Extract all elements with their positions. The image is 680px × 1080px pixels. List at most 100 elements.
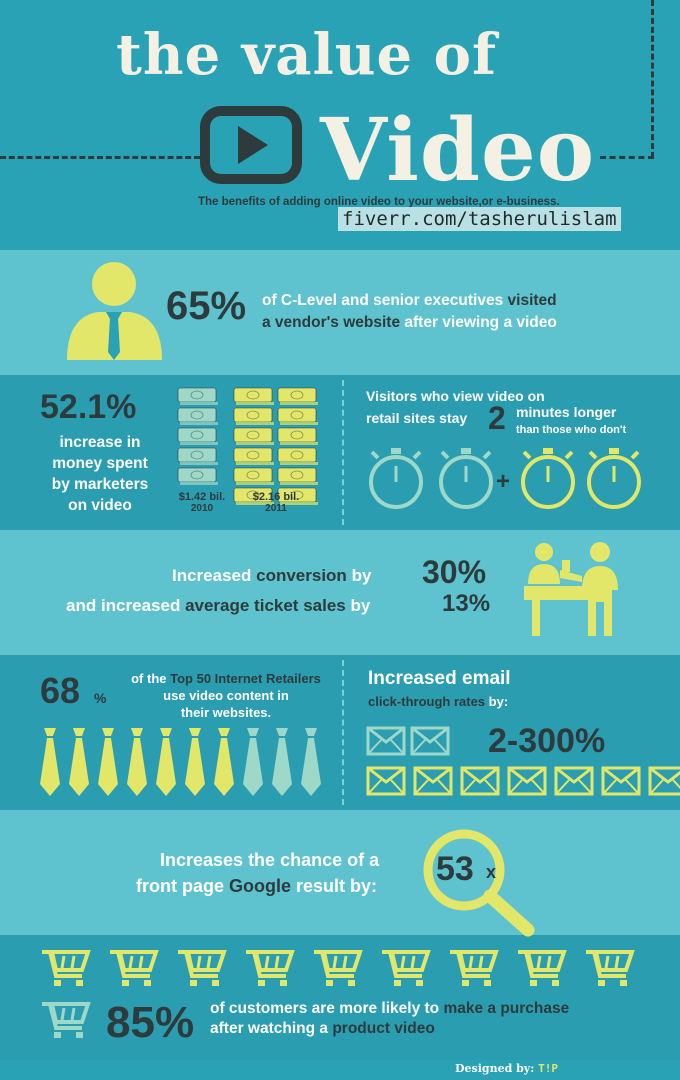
cash-stack-2011-a <box>233 467 274 485</box>
executives-line-1: of C-Level and senior executives visited <box>262 292 557 310</box>
purchase-text-2b: product video <box>332 1020 435 1037</box>
tie-icon <box>272 728 292 796</box>
google-text-2a: front page <box>136 876 224 896</box>
cash-stack-2011-b <box>277 387 318 405</box>
ties-row <box>40 728 321 796</box>
cash-stack-2011-b <box>277 467 318 485</box>
cart-icon <box>178 950 227 986</box>
cash-stack-2010 <box>177 387 218 405</box>
cash-stack-2011-a <box>233 447 274 465</box>
purchase-line-1: of customers are more likely to make a p… <box>210 1000 569 1018</box>
stopwatch-icon <box>369 448 423 509</box>
cart-icon <box>314 950 363 986</box>
designer-brand: T!P <box>538 1062 558 1075</box>
executives-text-d: after viewing a video <box>404 314 557 331</box>
tie-icon <box>214 728 234 796</box>
cash-stack-2011-a <box>233 387 274 405</box>
email-value: 2-300% <box>488 722 606 760</box>
designed-by: Designed by: T!P <box>455 1062 558 1075</box>
retailers-line-2: use video content in <box>163 688 289 703</box>
executives-text-b: visited <box>507 292 557 309</box>
bar-2011-label: $2.16 bil. 2011 <box>245 491 307 514</box>
tie-icon <box>40 728 60 796</box>
executives-value: 65% <box>166 284 247 328</box>
envelope-icon <box>410 726 450 756</box>
retailers-pct: % <box>94 690 107 706</box>
envelope-icon <box>366 766 406 796</box>
envelope-icon <box>413 766 453 796</box>
cash-stack-2011-a <box>233 487 274 505</box>
cash-stack-2011-a <box>233 427 274 445</box>
magnifier-icon <box>423 829 535 937</box>
retailers-text-1a: of the <box>131 671 167 686</box>
retailers-description: of the Top 50 Internet Retailers use vid… <box>112 670 340 721</box>
cart-icon <box>450 950 499 986</box>
author-handle: fiverr.com/tasherulislam <box>338 207 621 231</box>
retail-line-2b: minutes longer <box>516 404 617 420</box>
cash-stack-2010 <box>177 427 218 445</box>
purchase-line-2: after watching a product video <box>210 1020 435 1038</box>
conversion-text-2a: and increased <box>66 596 181 615</box>
cash-stack-2010 <box>177 467 218 485</box>
cart-icon <box>110 950 159 986</box>
divider-money-retail <box>342 380 344 525</box>
retail-line-1: Visitors who view video on <box>366 388 545 404</box>
cash-stack-2011-b <box>277 447 318 465</box>
cart-icon <box>586 950 635 986</box>
tie-icon <box>69 728 89 796</box>
google-line-1: Increases the chance of a <box>160 850 380 870</box>
band-purchase <box>0 935 680 1060</box>
cart-icon <box>42 950 91 986</box>
cart-icon <box>382 950 431 986</box>
stopwatches <box>369 448 641 509</box>
retail-plus: + <box>496 468 511 495</box>
google-suffix: x <box>486 862 497 882</box>
band-google <box>0 810 680 935</box>
divider-retailers-email <box>342 660 344 805</box>
purchase-value: 85% <box>106 998 195 1047</box>
envelope-icon <box>554 766 594 796</box>
cart-icon <box>518 950 567 986</box>
retail-line-2a: retail sites stay <box>366 410 468 426</box>
money-line-3: by marketers <box>51 476 149 493</box>
envelope-icon <box>366 726 406 756</box>
google-text-2b: Google <box>229 876 292 896</box>
stopwatch-icon <box>587 448 641 509</box>
google-value: 53 <box>436 850 474 888</box>
title-line-2: Video <box>320 100 596 201</box>
envelope-icon <box>507 766 547 796</box>
email-text-2b: by: <box>488 694 509 709</box>
cash-stack-2011-a <box>233 407 274 425</box>
retailers-line-3: their websites. <box>180 705 272 720</box>
conversion-text-2c: sales <box>303 596 346 615</box>
footer-band <box>0 1060 680 1080</box>
envelope-icon <box>460 766 500 796</box>
bar-2011-year: 2011 <box>265 503 287 514</box>
tie-icon <box>156 728 176 796</box>
bar-2010-amount: $1.42 bil. <box>178 491 226 503</box>
dashed-line-left <box>0 156 200 159</box>
band-money-retail <box>0 375 680 530</box>
cash-stack-2010 <box>177 447 218 465</box>
conversion-text-2b: average ticket <box>185 596 299 615</box>
stopwatch-icon <box>521 448 575 509</box>
cash-stacks-icon <box>177 387 318 505</box>
conversion-line-2: and increased average ticket sales by <box>66 596 370 616</box>
play-button-icon <box>200 106 302 184</box>
conversion-text-1c: by <box>351 566 372 585</box>
stopwatch-icon <box>439 448 493 509</box>
cart-icon <box>246 950 295 986</box>
retail-line-3: than those who don't <box>516 424 627 436</box>
designed-by-label: Designed by: <box>455 1062 535 1075</box>
subtitle: The benefits of adding online video to y… <box>198 196 560 208</box>
purchase-text-2a: after watching a <box>210 1020 328 1037</box>
dashed-line-vertical <box>651 0 654 158</box>
retailers-value: 68 <box>40 670 81 711</box>
conversion-text-1a: Increased <box>172 566 252 585</box>
tie-icon <box>127 728 147 796</box>
cart-icon <box>42 1002 91 1038</box>
cash-stack-2011-b <box>277 487 318 505</box>
google-line-2: front page Google result by: <box>136 876 377 897</box>
executive-person-icon <box>67 262 162 360</box>
